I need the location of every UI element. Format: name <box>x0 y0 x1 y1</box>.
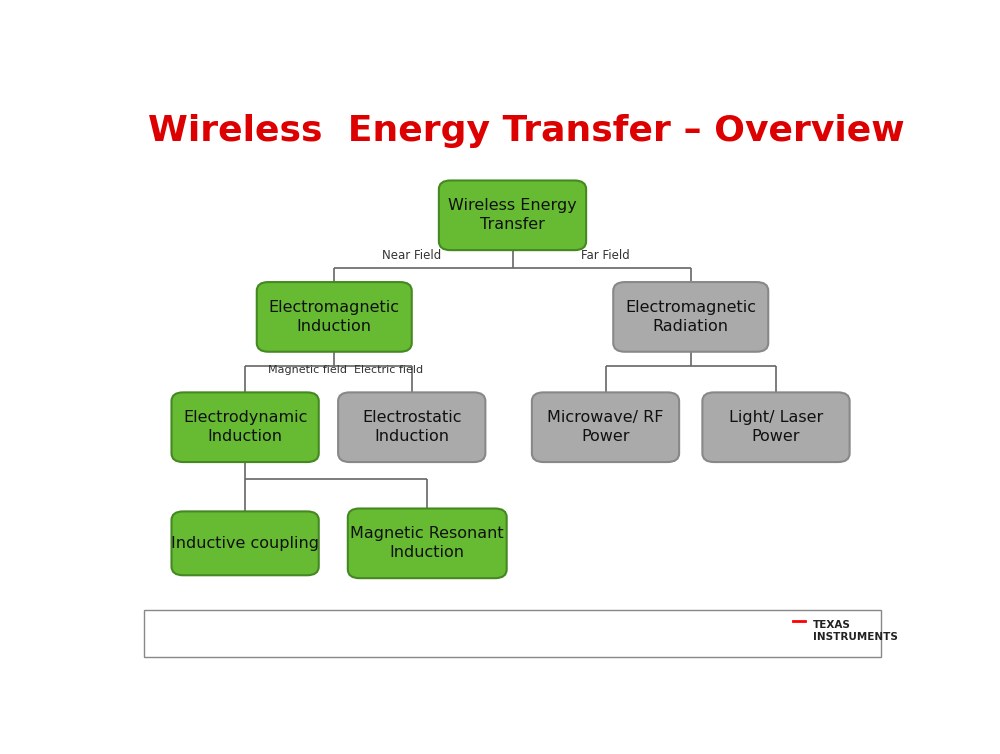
Text: Wireless  Energy Transfer – Overview: Wireless Energy Transfer – Overview <box>148 114 905 148</box>
FancyBboxPatch shape <box>257 282 412 352</box>
Text: Microwave/ RF
Power: Microwave/ RF Power <box>547 410 664 444</box>
Text: TEXAS
INSTRUMENTS: TEXAS INSTRUMENTS <box>813 620 898 642</box>
FancyBboxPatch shape <box>532 392 679 462</box>
Text: Magnetic Resonant
Induction: Magnetic Resonant Induction <box>350 526 504 560</box>
Text: Magnetic field: Magnetic field <box>268 366 347 375</box>
Text: Light/ Laser
Power: Light/ Laser Power <box>729 410 823 444</box>
FancyBboxPatch shape <box>338 392 485 462</box>
FancyBboxPatch shape <box>172 511 319 575</box>
Text: Far Field: Far Field <box>581 250 630 262</box>
FancyBboxPatch shape <box>613 282 768 352</box>
FancyBboxPatch shape <box>144 610 881 657</box>
Text: Electromagnetic
Radiation: Electromagnetic Radiation <box>625 300 756 334</box>
FancyBboxPatch shape <box>172 392 319 462</box>
Text: Inductive coupling: Inductive coupling <box>171 536 319 551</box>
FancyBboxPatch shape <box>439 180 586 250</box>
FancyBboxPatch shape <box>702 392 850 462</box>
Text: Electrostatic
Induction: Electrostatic Induction <box>362 410 462 444</box>
Text: Wireless Energy
Transfer: Wireless Energy Transfer <box>448 198 577 232</box>
Text: Electrodynamic
Induction: Electrodynamic Induction <box>183 410 307 444</box>
FancyBboxPatch shape <box>348 508 507 578</box>
Text: Near Field: Near Field <box>382 250 441 262</box>
Text: Electric field: Electric field <box>354 366 423 375</box>
Text: Electromagnetic
Induction: Electromagnetic Induction <box>269 300 400 334</box>
